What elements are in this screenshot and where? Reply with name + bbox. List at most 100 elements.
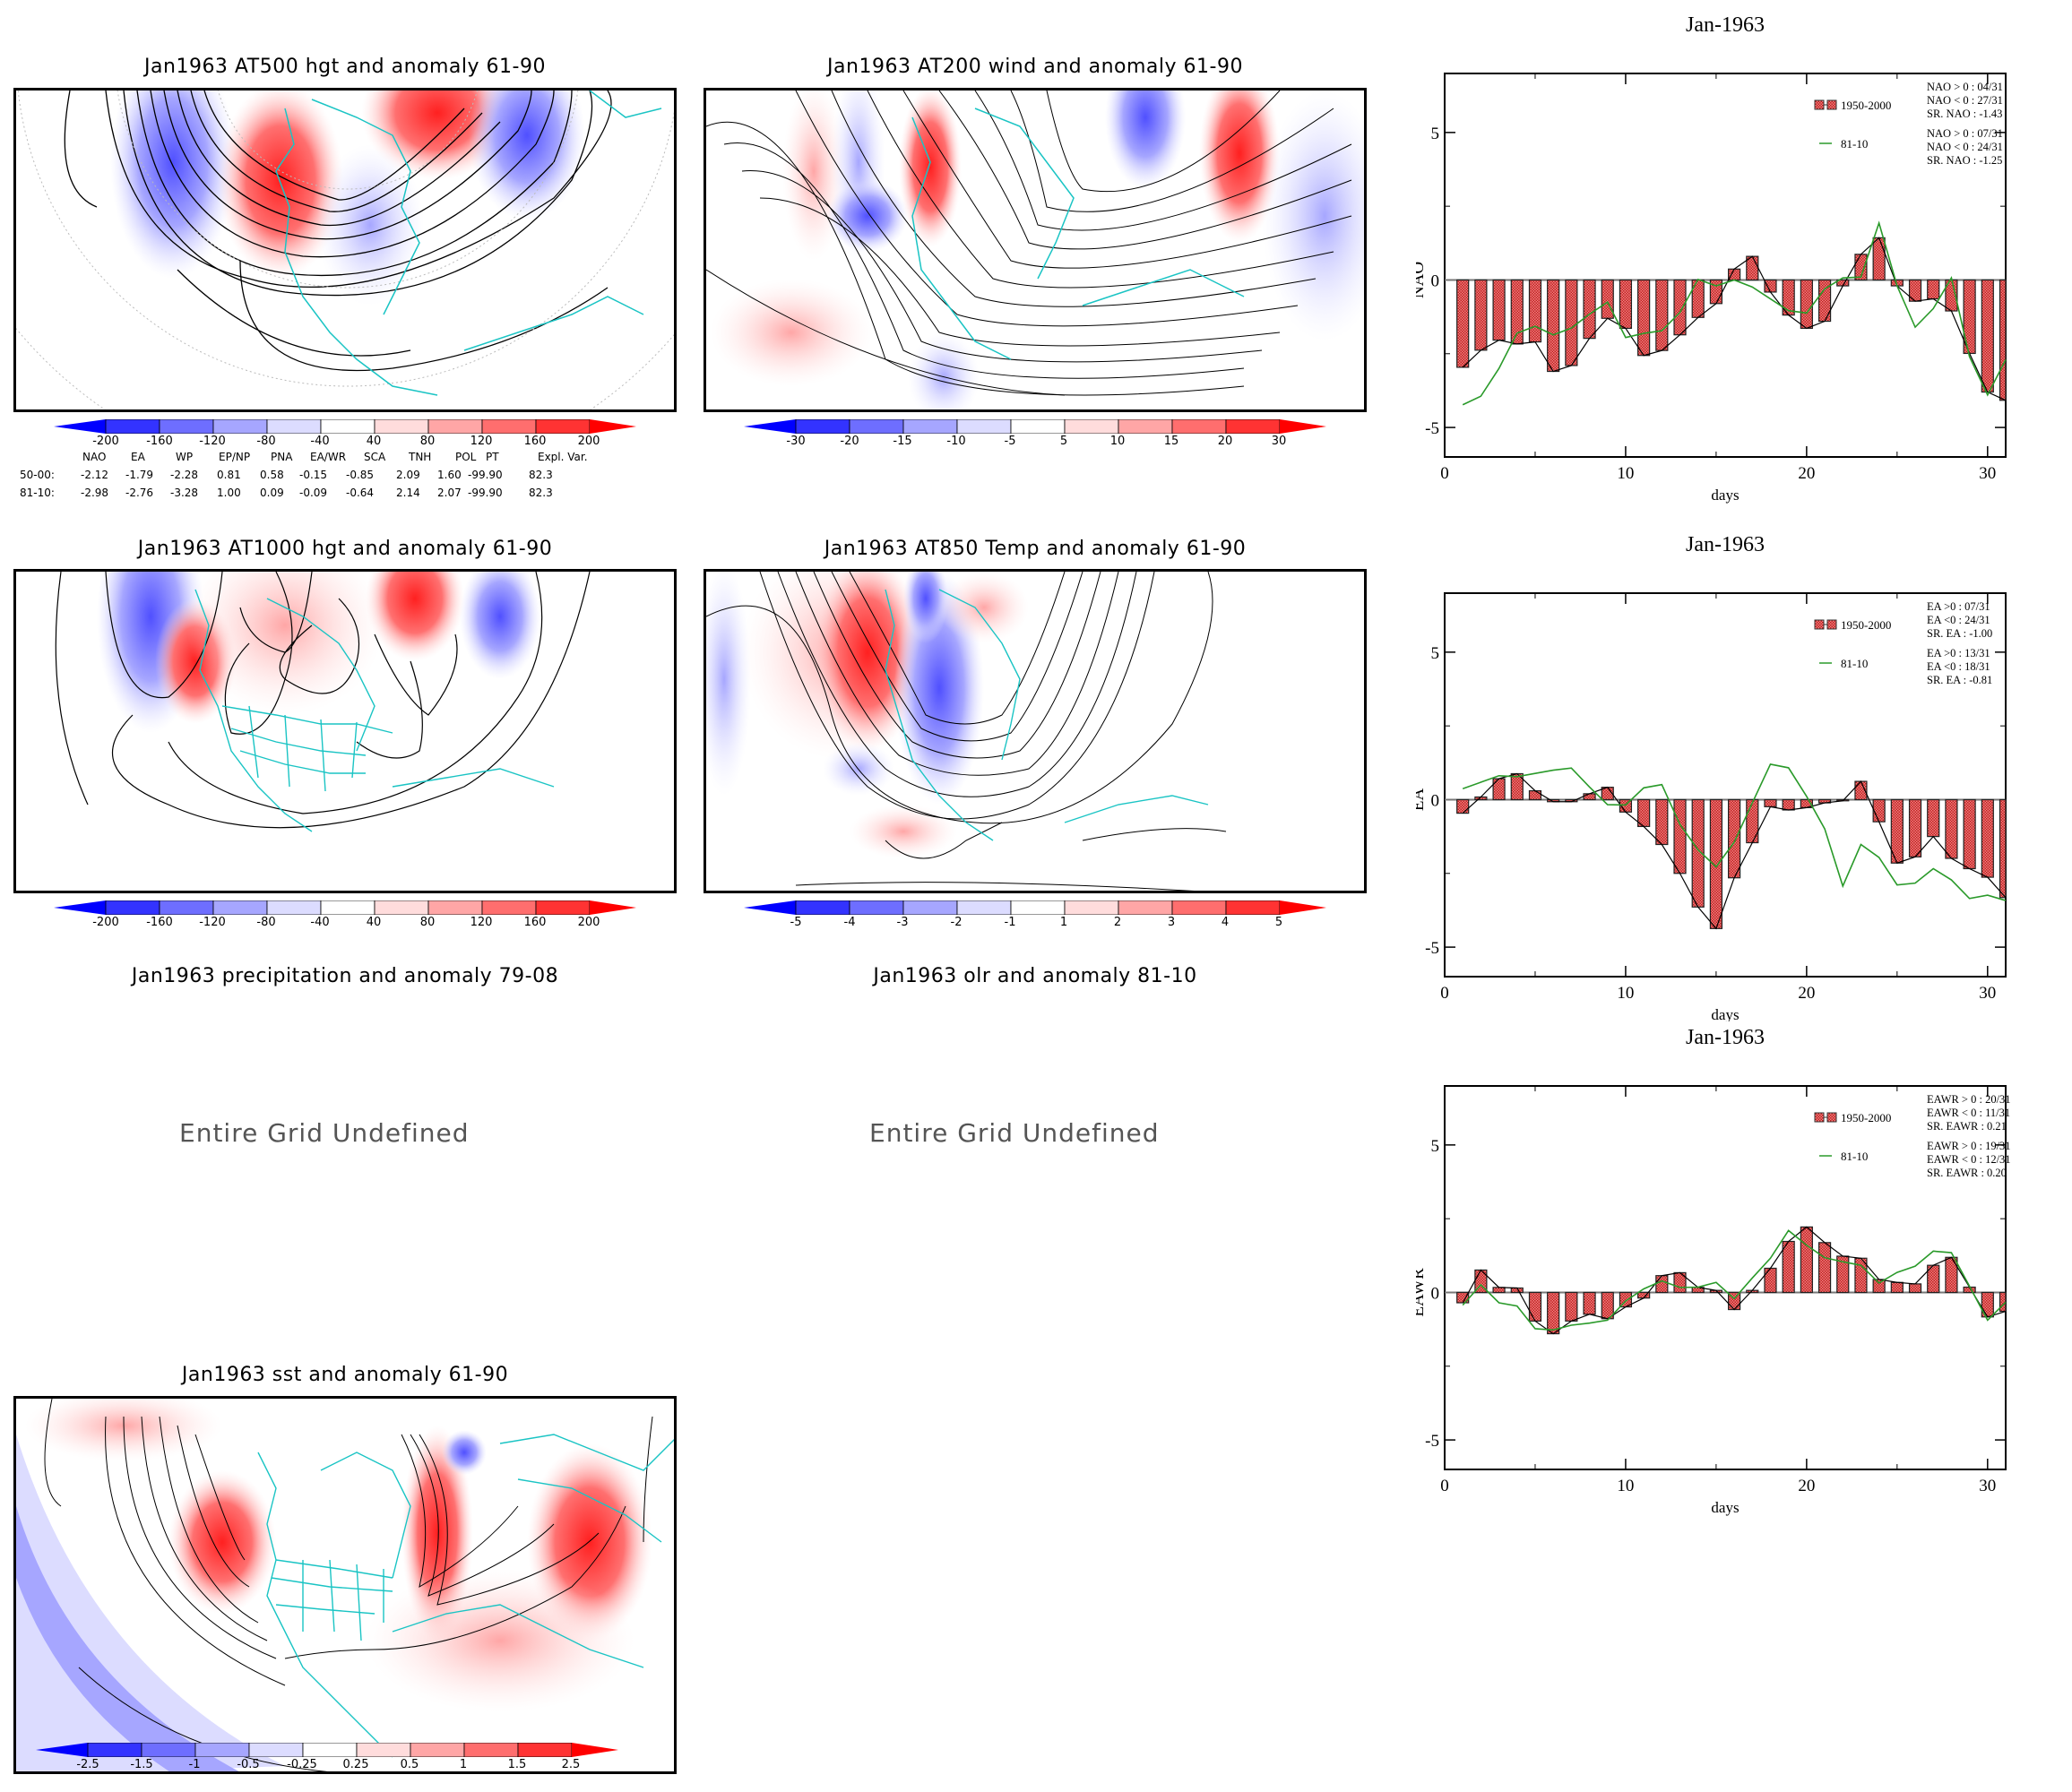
legend-bar-swatch [1814, 619, 1825, 630]
colorbar-arrow-low [54, 419, 106, 434]
map-sst-field [16, 1399, 674, 1771]
colorbar-swatch [194, 1742, 250, 1758]
bar [1492, 778, 1506, 801]
bar [1800, 279, 1813, 330]
map-at200-field [706, 90, 1364, 409]
colorbar-arrow-high [1280, 419, 1326, 434]
bar [1981, 279, 1994, 393]
x-tick-label: 20 [1798, 984, 1815, 1003]
nao-chart: Jan-1963 5 0 -5 0 10 20 30 days NAO 1950-2000 81-10… [1409, 0, 2072, 511]
legend-bar-label: 1950-2000 [1841, 99, 1891, 112]
bar [1963, 279, 1976, 355]
colorbar-sst-swatches [36, 1742, 618, 1758]
bar [1456, 279, 1470, 368]
cbar-tick: -1 [188, 1758, 201, 1771]
y-axis-label: NAO [1416, 262, 1428, 298]
cbar-tick: 1.5 [507, 1758, 527, 1771]
bar [1963, 798, 1976, 870]
bar [1746, 798, 1759, 844]
row-label: 81-10: [20, 487, 55, 499]
cbar-tick: -15 [893, 435, 912, 448]
table-header: EA/WR [310, 451, 347, 463]
colorbar-swatch [481, 900, 537, 916]
bar-series-line [1462, 237, 2007, 401]
colorbar-at1000 [54, 900, 636, 916]
table-cell: -0.09 [299, 487, 328, 499]
table-cell: 2.09 [396, 469, 420, 481]
map-title-at500: Jan1963 AT500 hgt and anomaly 61-90 [144, 56, 546, 78]
plot-frame [1444, 592, 2007, 978]
colorbar-swatch [535, 900, 591, 916]
table-cell: 1.00 [217, 487, 241, 499]
table-row: 81-10: -2.98 -2.76 -3.28 1.00 0.09 -0.09… [20, 484, 600, 502]
colorbar-swatch [159, 900, 214, 916]
table-cell: -2.76 [125, 487, 154, 499]
cbar-tick: 80 [419, 916, 436, 929]
table-cell: -2.98 [81, 487, 109, 499]
table-cell: -99.90 [468, 469, 503, 481]
bar [1655, 798, 1669, 846]
bar [1583, 1291, 1596, 1315]
bar [1999, 1291, 2007, 1313]
cbar-tick: -5 [790, 916, 802, 929]
map-title-precip: Jan1963 precipitation and anomaly 79-08 [131, 965, 559, 987]
x-axis-label: days [1711, 1006, 1739, 1021]
colorbar-sst [36, 1742, 618, 1758]
legend-stat: EA <0 : 24/31 [1927, 614, 1990, 626]
colorbar-swatch [159, 418, 214, 435]
map-at1000-field [55, 572, 591, 832]
cbar-tick: 2.5 [561, 1758, 581, 1771]
bar [1583, 279, 1596, 340]
colorbar-swatch [795, 418, 850, 435]
bar [1673, 798, 1687, 874]
colorbar-at200-swatches [744, 418, 1326, 435]
legend-stat: SR. EAWR : 0.21 [1927, 1120, 2007, 1133]
table-header: PT [486, 451, 499, 463]
legend-bar-swatch [1826, 99, 1837, 110]
table-cell: 1.60 [437, 469, 462, 481]
colorbar-at850-swatches [744, 900, 1326, 916]
bar [1583, 793, 1596, 801]
colorbar-swatch [1010, 418, 1066, 435]
bar [1746, 255, 1759, 281]
eawr-chart-svg: Jan-1963 5 0 -5 0 10 20 30 days EAWR 1950-2000 81-1… [1409, 1026, 2011, 1516]
x-tick-label: 10 [1617, 1477, 1634, 1495]
legend-stat: NAO > 0 : 04/31 [1927, 81, 2003, 93]
bar [1782, 798, 1795, 811]
olr-undefined-message: Entire Grid Undefined [869, 1118, 1160, 1148]
legend-stat: EAWR < 0 : 12/31 [1927, 1153, 2011, 1166]
cbar-tick: -0.25 [287, 1758, 317, 1771]
colorbar-swatch [849, 418, 904, 435]
colorbar-at500 [54, 418, 636, 435]
bar [1872, 237, 1886, 281]
bar [1764, 1267, 1777, 1294]
colorbar-swatch [535, 418, 591, 435]
x-tick-label: 30 [1979, 984, 1996, 1003]
map-sst [13, 1396, 677, 1774]
legend-stat: EAWR > 0 : 20/31 [1927, 1093, 2011, 1106]
colorbar-swatch [87, 1742, 142, 1758]
colorbar-swatch [1118, 418, 1173, 435]
cbar-tick: 5 [1274, 916, 1283, 929]
colorbar-arrow-low [54, 900, 106, 915]
y-tick-label: 0 [1431, 791, 1440, 810]
colorbar-swatch [902, 900, 958, 916]
cbar-tick: -200 [92, 916, 119, 929]
cbar-tick: 120 [470, 916, 493, 929]
legend-stat: EAWR > 0 : 19/31 [1927, 1140, 2011, 1152]
colorbar-swatch [1171, 900, 1227, 916]
colorbar-swatch [266, 418, 322, 435]
legend-bar-swatch [1826, 1112, 1837, 1123]
cbar-tick: 120 [470, 435, 493, 448]
eawr-chart: Jan-1963 5 0 -5 0 10 20 30 days EAWR 1950-2000 81-1… [1409, 1012, 2072, 1523]
colorbar-swatch [849, 900, 904, 916]
table-header: SCA [364, 451, 386, 463]
colorbar-arrow-low [744, 900, 796, 915]
bar [1945, 1256, 1958, 1294]
row-label: 50-00: [20, 469, 55, 481]
colorbar-swatch [266, 900, 322, 916]
colorbar-swatch [902, 418, 958, 435]
legend-stat: SR. NAO : -1.43 [1927, 108, 2002, 120]
cbar-tick: 2 [1113, 916, 1122, 929]
bar [1565, 1291, 1578, 1322]
